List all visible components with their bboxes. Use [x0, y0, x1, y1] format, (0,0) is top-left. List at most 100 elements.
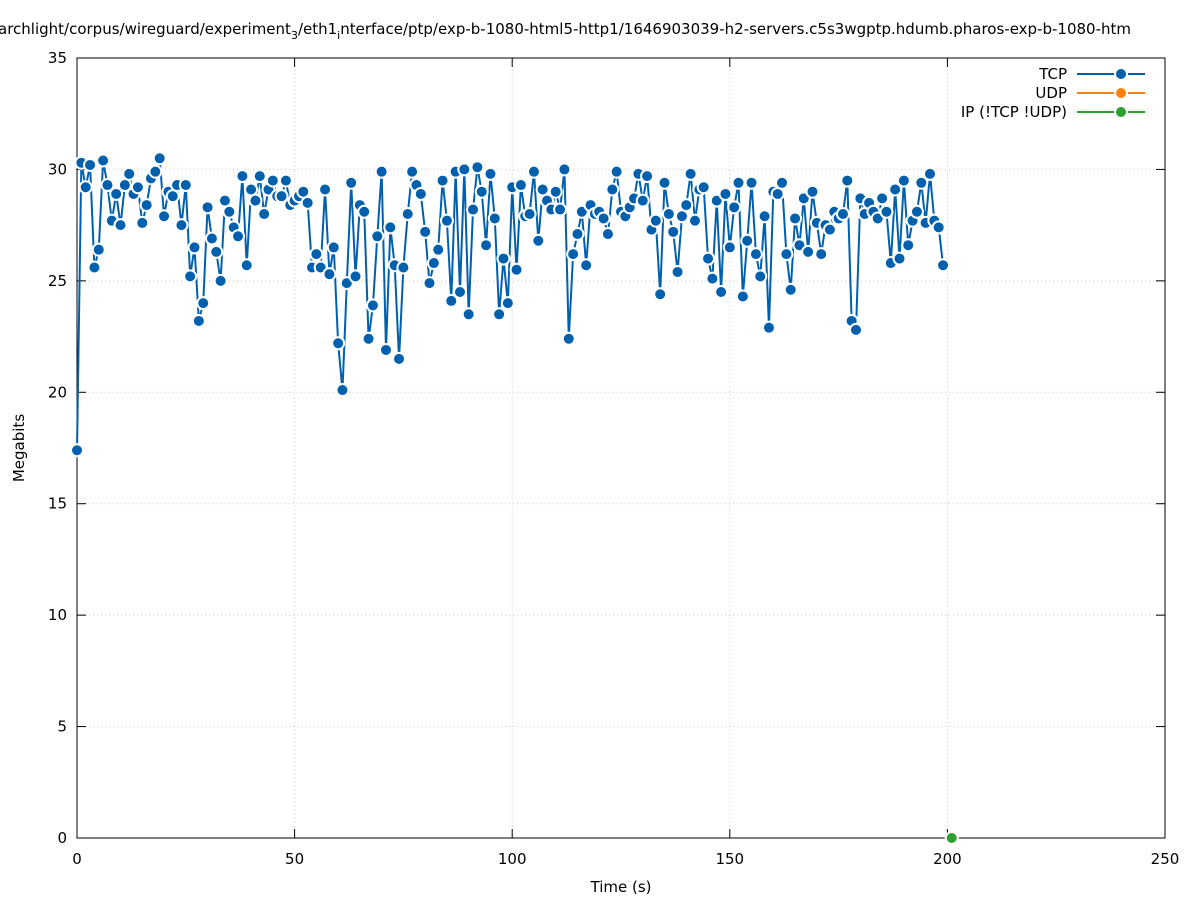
data-point: [318, 182, 333, 197]
data-point: [96, 153, 111, 168]
data-point: [705, 271, 720, 286]
data-point: [557, 162, 572, 177]
data-point: [278, 173, 293, 188]
data-point: [191, 313, 206, 328]
title-part: nterface/ptp/exp-b-1080-html5-http1/1646…: [340, 20, 1131, 38]
data-point: [570, 227, 585, 242]
data-point: [909, 204, 924, 219]
data-point: [322, 267, 337, 282]
data-point: [666, 224, 681, 239]
data-point: [483, 166, 498, 181]
x-tick-label: 250: [1151, 850, 1180, 868]
data-point: [209, 244, 224, 259]
data-point: [840, 173, 855, 188]
data-point: [231, 229, 246, 244]
data-point: [814, 247, 829, 262]
data-point: [413, 186, 428, 201]
data-point: [849, 322, 864, 337]
data-point: [526, 164, 541, 179]
data-point: [265, 173, 280, 188]
legend-swatch-point: [1114, 86, 1128, 100]
data-point: [426, 256, 441, 271]
data-point: [122, 166, 137, 181]
data-point: [309, 247, 324, 262]
data-point: [200, 200, 215, 215]
y-tick-label: 20: [48, 383, 67, 401]
data-point: [374, 164, 389, 179]
data-point: [109, 186, 124, 201]
data-point: [714, 285, 729, 299]
data-point: [566, 247, 581, 262]
y-axis-label: Megabits: [10, 414, 28, 482]
data-point: [383, 220, 398, 235]
data-point: [879, 204, 894, 219]
data-point: [718, 186, 733, 201]
x-tick-label: 0: [72, 850, 82, 868]
data-point: [944, 831, 959, 845]
data-point: [365, 298, 380, 313]
data-point: [274, 189, 289, 204]
data-point: [661, 207, 676, 221]
title-subscript: i: [337, 29, 340, 42]
data-point: [113, 218, 128, 233]
x-tick-label: 150: [715, 850, 744, 868]
y-tick-label: 15: [48, 495, 67, 513]
x-axis-label: Time (s): [590, 878, 652, 896]
data-point: [239, 258, 254, 273]
data-point: [204, 231, 219, 246]
data-point: [757, 209, 772, 224]
data-point: [687, 213, 702, 228]
data-point: [400, 207, 415, 221]
data-point: [635, 193, 650, 208]
x-tick-label: 200: [933, 850, 962, 868]
title-part: archlight/corpus/wireguard/experiment: [0, 20, 291, 38]
data-point: [740, 233, 755, 248]
y-tick-label: 30: [48, 160, 67, 178]
data-point: [370, 229, 385, 244]
data-point: [331, 336, 346, 351]
data-point: [435, 173, 450, 188]
data-point: [392, 351, 407, 366]
data-point: [396, 260, 411, 275]
legend-label: IP (!TCP !UDP): [961, 103, 1067, 121]
data-point: [213, 273, 228, 288]
data-point: [335, 383, 350, 398]
y-tick-label: 35: [48, 49, 67, 67]
data-point: [722, 240, 737, 255]
data-point: [914, 175, 929, 190]
data-point: [91, 242, 106, 257]
data-point: [648, 213, 663, 228]
data-point: [474, 184, 489, 199]
data-point: [252, 169, 267, 184]
data-point: [892, 251, 907, 266]
data-point: [492, 307, 507, 322]
data-point: [522, 207, 537, 221]
data-point: [431, 242, 446, 257]
data-point: [670, 264, 685, 279]
x-tick-label: 100: [498, 850, 527, 868]
data-point: [83, 157, 98, 172]
data-point: [130, 180, 145, 195]
data-point: [78, 180, 93, 195]
data-point: [357, 204, 372, 219]
data-point: [183, 269, 198, 284]
data-point: [783, 282, 798, 297]
data-point: [609, 164, 624, 179]
data-point: [788, 211, 803, 226]
data-point: [100, 178, 115, 193]
data-point: [513, 178, 528, 193]
y-tick-label: 0: [57, 829, 67, 847]
data-point: [196, 296, 211, 311]
legend-swatch-point: [1114, 67, 1128, 81]
data-point: [174, 218, 189, 233]
y-tick-label: 25: [48, 272, 67, 290]
data-point: [640, 169, 655, 184]
data-point: [922, 166, 937, 181]
data-point: [801, 244, 816, 259]
data-point: [487, 211, 502, 226]
data-point: [553, 202, 568, 217]
data-point: [500, 296, 515, 311]
data-point: [496, 251, 511, 266]
